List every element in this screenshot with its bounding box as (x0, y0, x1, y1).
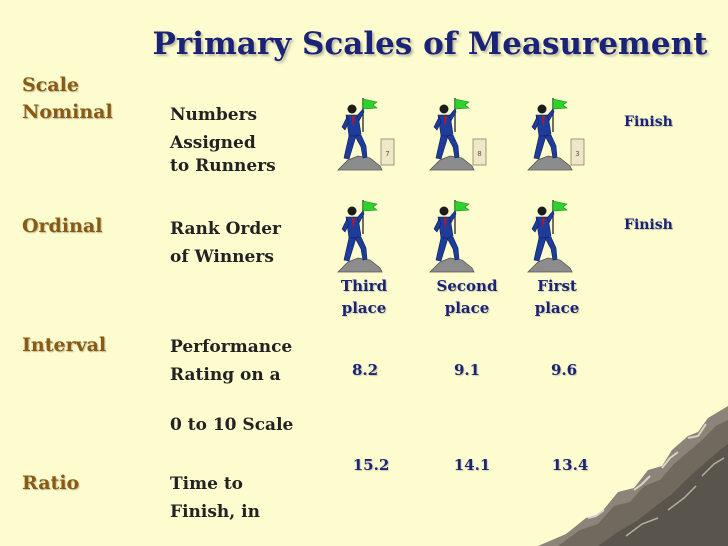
place-label: Third place (333, 275, 395, 319)
interval-description-scale: 0 to 10 Scale (170, 415, 294, 435)
runner-figure-icon (527, 200, 573, 273)
place-line: Second (436, 277, 498, 295)
place-label: Second place (431, 275, 503, 319)
ratio-value: 15.2 (352, 456, 390, 474)
runner-figure-icon: 8 (429, 98, 487, 171)
interval-value: 9.1 (453, 361, 481, 379)
place-line: place (341, 299, 387, 317)
ordinal-description: Rank Order of Winners (170, 215, 281, 271)
runner-number: 7 (385, 150, 389, 158)
place-line: First (537, 277, 577, 295)
page-title: Primary Scales of Measurement (152, 26, 708, 62)
nominal-desc-line: to Runners (170, 156, 276, 176)
nominal-description: Numbers Assigned to Runners (170, 101, 276, 180)
runner-figure-icon: 3 (527, 98, 585, 171)
nominal-finish-label: Finish (624, 114, 673, 130)
ordinal-finish-label: Finish (624, 217, 673, 233)
runner-number: 3 (575, 150, 579, 158)
runner-figure-icon (429, 200, 475, 273)
place-label: First place (529, 275, 585, 319)
scale-label-interval: Interval (22, 334, 107, 356)
interval-desc-line: Rating on a (170, 365, 281, 385)
ratio-description: Time to Finish, in (170, 470, 260, 526)
ratio-desc-line: Time to (170, 474, 244, 494)
mountain-decoration-icon (538, 406, 728, 546)
place-line: Third (340, 277, 388, 295)
ordinal-desc-line: of Winners (170, 247, 274, 267)
interval-value: 9.6 (550, 361, 578, 379)
nominal-desc-line: Numbers (170, 105, 258, 125)
runner-number: 8 (477, 150, 481, 158)
interval-desc-line: Performance (170, 337, 293, 357)
interval-value: 8.2 (351, 361, 379, 379)
ratio-desc-line: Finish, in (170, 502, 260, 522)
ratio-value: 13.4 (551, 456, 589, 474)
ratio-value: 14.1 (453, 456, 491, 474)
place-line: place (534, 299, 580, 317)
runner-figure-icon (337, 200, 383, 273)
scale-label-ordinal: Ordinal (22, 215, 103, 237)
scale-label-nominal: Nominal (22, 101, 113, 123)
scale-header: Scale (22, 74, 79, 96)
runner-figure-icon: 7 (337, 98, 395, 171)
interval-description: Performance Rating on a (170, 333, 292, 389)
scale-label-ratio: Ratio (22, 472, 80, 494)
place-line: place (444, 299, 490, 317)
ordinal-desc-line: Rank Order (170, 219, 282, 239)
nominal-desc-line: Assigned (170, 133, 256, 153)
